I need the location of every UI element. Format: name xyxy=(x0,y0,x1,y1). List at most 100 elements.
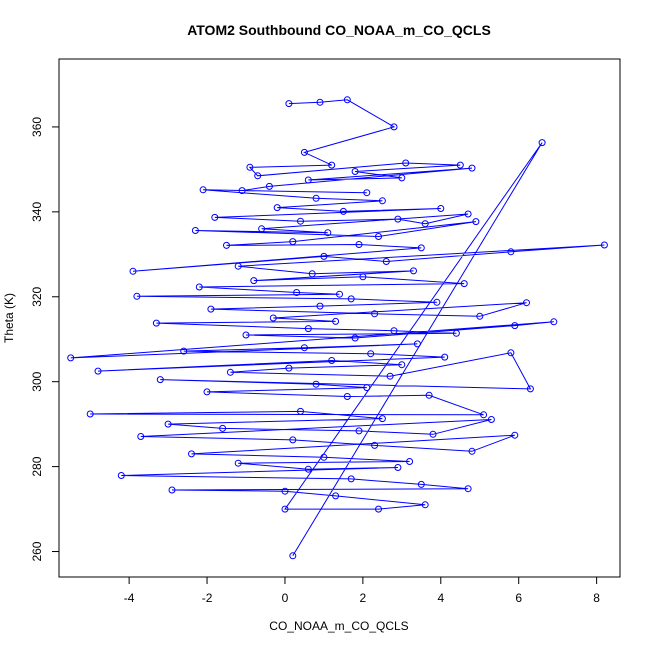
data-point xyxy=(265,182,273,190)
data-series xyxy=(67,96,608,560)
x-axis-label: CO_NOAA_m_CO_QCLS xyxy=(269,619,408,633)
data-point xyxy=(308,270,316,278)
data-point xyxy=(211,213,219,221)
data-point xyxy=(375,233,382,240)
data-point xyxy=(246,163,254,171)
data-point xyxy=(316,302,324,310)
data-point xyxy=(304,465,312,473)
data-point xyxy=(472,218,480,226)
data-point xyxy=(152,319,160,327)
data-point xyxy=(398,361,406,369)
data-point xyxy=(382,258,390,265)
y-tick-label: 320 xyxy=(30,286,44,306)
data-point xyxy=(339,207,347,215)
data-point xyxy=(410,267,417,275)
data-point xyxy=(351,168,359,175)
data-point xyxy=(452,329,460,337)
data-point xyxy=(304,325,312,333)
data-point xyxy=(550,318,558,326)
data-point xyxy=(281,505,289,513)
data-point xyxy=(269,314,277,322)
y-axis-label: Theta (K) xyxy=(2,293,16,343)
data-point xyxy=(180,347,188,355)
data-point xyxy=(406,458,414,465)
data-point xyxy=(468,164,476,172)
data-point xyxy=(129,267,137,275)
data-point xyxy=(195,283,203,291)
data-point xyxy=(460,280,468,288)
data-point xyxy=(351,334,359,342)
x-tick-label: 0 xyxy=(282,591,289,605)
data-point xyxy=(359,273,367,281)
data-point xyxy=(441,353,449,361)
y-tick-label: 340 xyxy=(30,202,44,222)
data-point xyxy=(86,410,94,418)
x-tick-label: 2 xyxy=(360,591,367,605)
data-point xyxy=(297,217,304,225)
data-point xyxy=(375,505,382,513)
data-point xyxy=(417,244,425,252)
data-point xyxy=(429,430,437,438)
data-point xyxy=(285,100,293,108)
data-point xyxy=(207,305,215,313)
data-point xyxy=(464,210,472,218)
data-point xyxy=(343,96,351,104)
data-point xyxy=(378,415,386,423)
x-tick-label: -4 xyxy=(124,591,135,605)
data-point xyxy=(347,295,355,303)
data-point xyxy=(371,310,379,318)
data-point xyxy=(297,407,304,415)
data-point xyxy=(254,172,262,180)
data-point xyxy=(511,322,519,330)
data-point xyxy=(203,388,211,396)
data-point xyxy=(199,186,207,194)
data-point xyxy=(312,194,320,202)
data-point xyxy=(168,486,176,494)
data-point xyxy=(480,411,488,419)
data-point xyxy=(188,450,195,458)
data-point xyxy=(511,431,519,439)
data-point xyxy=(464,485,472,493)
data-point xyxy=(394,464,402,471)
data-point xyxy=(378,197,386,205)
data-point xyxy=(332,492,340,500)
data-point xyxy=(437,205,445,212)
data-point xyxy=(304,176,312,184)
data-point xyxy=(137,433,145,440)
data-point xyxy=(390,123,398,131)
data-point xyxy=(336,290,343,298)
data-point xyxy=(332,317,340,325)
data-point xyxy=(507,248,515,256)
series-line xyxy=(70,99,605,557)
data-point xyxy=(538,139,546,147)
data-point xyxy=(328,161,336,169)
data-point xyxy=(343,393,351,400)
y-tick-label: 280 xyxy=(30,456,44,476)
data-point xyxy=(363,189,371,197)
data-point xyxy=(234,459,242,467)
data-point xyxy=(289,436,297,444)
data-point xyxy=(363,384,371,392)
data-point xyxy=(289,238,297,246)
data-point xyxy=(285,364,293,372)
data-point xyxy=(293,289,301,296)
x-tick-label: 8 xyxy=(593,591,600,605)
data-point xyxy=(289,552,297,560)
data-point xyxy=(133,292,141,300)
data-point xyxy=(355,427,363,435)
data-point xyxy=(94,367,102,375)
data-point xyxy=(394,215,402,223)
data-point xyxy=(223,241,230,249)
data-point xyxy=(316,98,324,106)
data-point xyxy=(300,344,308,352)
data-point xyxy=(398,174,406,182)
data-point xyxy=(273,204,281,212)
data-point xyxy=(281,487,289,495)
data-point xyxy=(507,349,515,357)
data-point xyxy=(219,424,227,432)
data-point xyxy=(402,159,410,167)
data-point xyxy=(600,241,608,249)
data-point xyxy=(234,262,242,270)
data-point xyxy=(226,368,234,376)
